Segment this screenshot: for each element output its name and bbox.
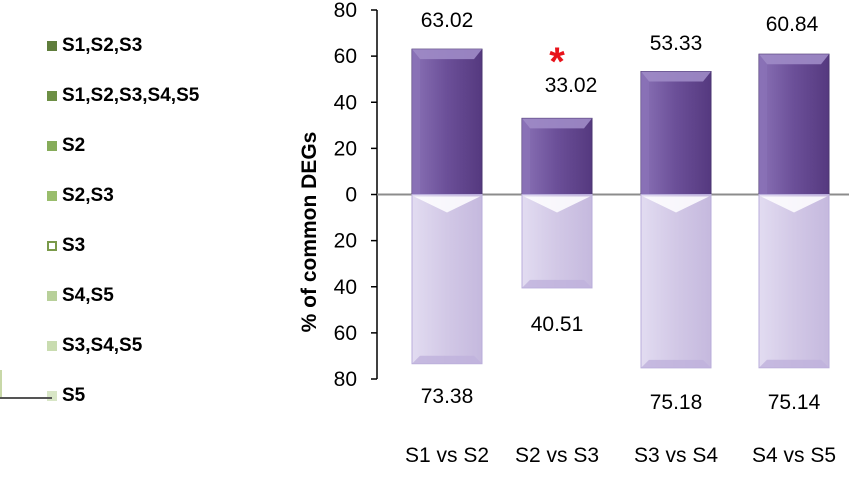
legend-swatch [47, 241, 57, 251]
x-category-label: S2 vs S3 [515, 444, 599, 467]
bar-upper-bevel [522, 118, 592, 129]
legend: S1,S2,S3 S1,S2,S3,S4,S5 S2 S2,S3 S3 S4,S5 S3,S… [0, 0, 290, 477]
significance-asterisk: * [549, 40, 565, 84]
bar-lower-bevel-bottom [412, 355, 482, 364]
legend-swatch [47, 41, 57, 51]
legend-swatch [47, 91, 57, 101]
bar-upper [521, 117, 593, 195]
y-axis-label: % of common DEGs [298, 132, 321, 333]
legend-swatch [47, 391, 57, 401]
legend-swatch [47, 341, 57, 351]
bar-upper [411, 48, 483, 195]
legend-item: S3,S4,S5 [47, 334, 142, 358]
data-label-upper: 53.33 [650, 32, 703, 55]
bar-upper-bevel [412, 49, 482, 60]
bar-lower [758, 194, 830, 369]
legend-item: S2 [47, 134, 85, 158]
bar-lower-bevel [524, 196, 590, 213]
bar-lower-bevel [414, 196, 480, 213]
legend-item: S1,S2,S3,S4,S5 [47, 84, 199, 108]
legend-label: S4,S5 [62, 285, 114, 306]
legend-item: S2,S3 [47, 184, 114, 208]
data-label-upper: 60.84 [766, 13, 819, 36]
data-label-upper: 63.02 [421, 9, 474, 32]
y-tick-label: 40 [334, 91, 357, 114]
legend-item: S5 [47, 384, 85, 408]
bracket-line-vertical [0, 370, 2, 398]
bar-upper-bevel-left [759, 54, 767, 195]
legend-label: S1,S2,S3,S4,S5 [62, 85, 200, 106]
data-label-upper: 33.02 [545, 74, 598, 97]
x-category-label: S4 vs S5 [752, 444, 836, 467]
bar-upper-bevel-left [522, 118, 530, 195]
bar-upper [758, 53, 830, 196]
bar-lower-bevel [643, 196, 709, 213]
y-tick-label: 80 [334, 368, 357, 391]
bar-lower-bevel-bottom [641, 359, 711, 368]
data-label-lower: 75.18 [650, 391, 703, 414]
bar-lower [640, 194, 712, 369]
y-tick-label: 60 [334, 45, 357, 68]
legend-item: S4,S5 [47, 284, 114, 308]
data-label-lower: 75.14 [768, 391, 821, 414]
legend-label: S1,S2,S3 [62, 35, 143, 56]
bar-lower [411, 194, 483, 365]
legend-label: S2,S3 [62, 185, 114, 206]
legend-swatch [47, 291, 57, 301]
bar-lower-bevel-bottom [522, 279, 592, 288]
legend-swatch [47, 141, 57, 151]
data-label-lower: 40.51 [531, 313, 584, 336]
bar-upper [640, 71, 712, 195]
legend-item: S3 [47, 234, 85, 258]
legend-item: S1,S2,S3 [47, 34, 142, 58]
bar-upper-bevel-left [412, 49, 420, 195]
y-tick-label: 80 [334, 0, 357, 22]
legend-label: S5 [62, 385, 86, 406]
legend-label: S3,S4,S5 [62, 335, 143, 356]
y-tick-label: 40 [334, 276, 357, 299]
y-tick-label: 20 [334, 230, 357, 253]
bar-upper-bevel [641, 71, 711, 82]
bar-lower-bevel [761, 196, 827, 213]
legend-swatch [47, 191, 57, 201]
y-tick-label: 20 [334, 137, 357, 160]
x-category-label: S1 vs S2 [405, 444, 489, 467]
x-category-label: S3 vs S4 [634, 444, 718, 467]
bracket-line-horizontal [0, 397, 52, 399]
bar-lower-bevel-bottom [759, 359, 829, 368]
legend-label: S3 [62, 235, 86, 256]
y-tick-label: 60 [334, 322, 357, 345]
bar-upper-bevel [759, 54, 829, 65]
data-label-lower: 73.38 [421, 385, 474, 408]
legend-label: S2 [62, 135, 86, 156]
y-tick-label: 0 [345, 184, 357, 207]
bar-upper-bevel-left [641, 71, 649, 195]
